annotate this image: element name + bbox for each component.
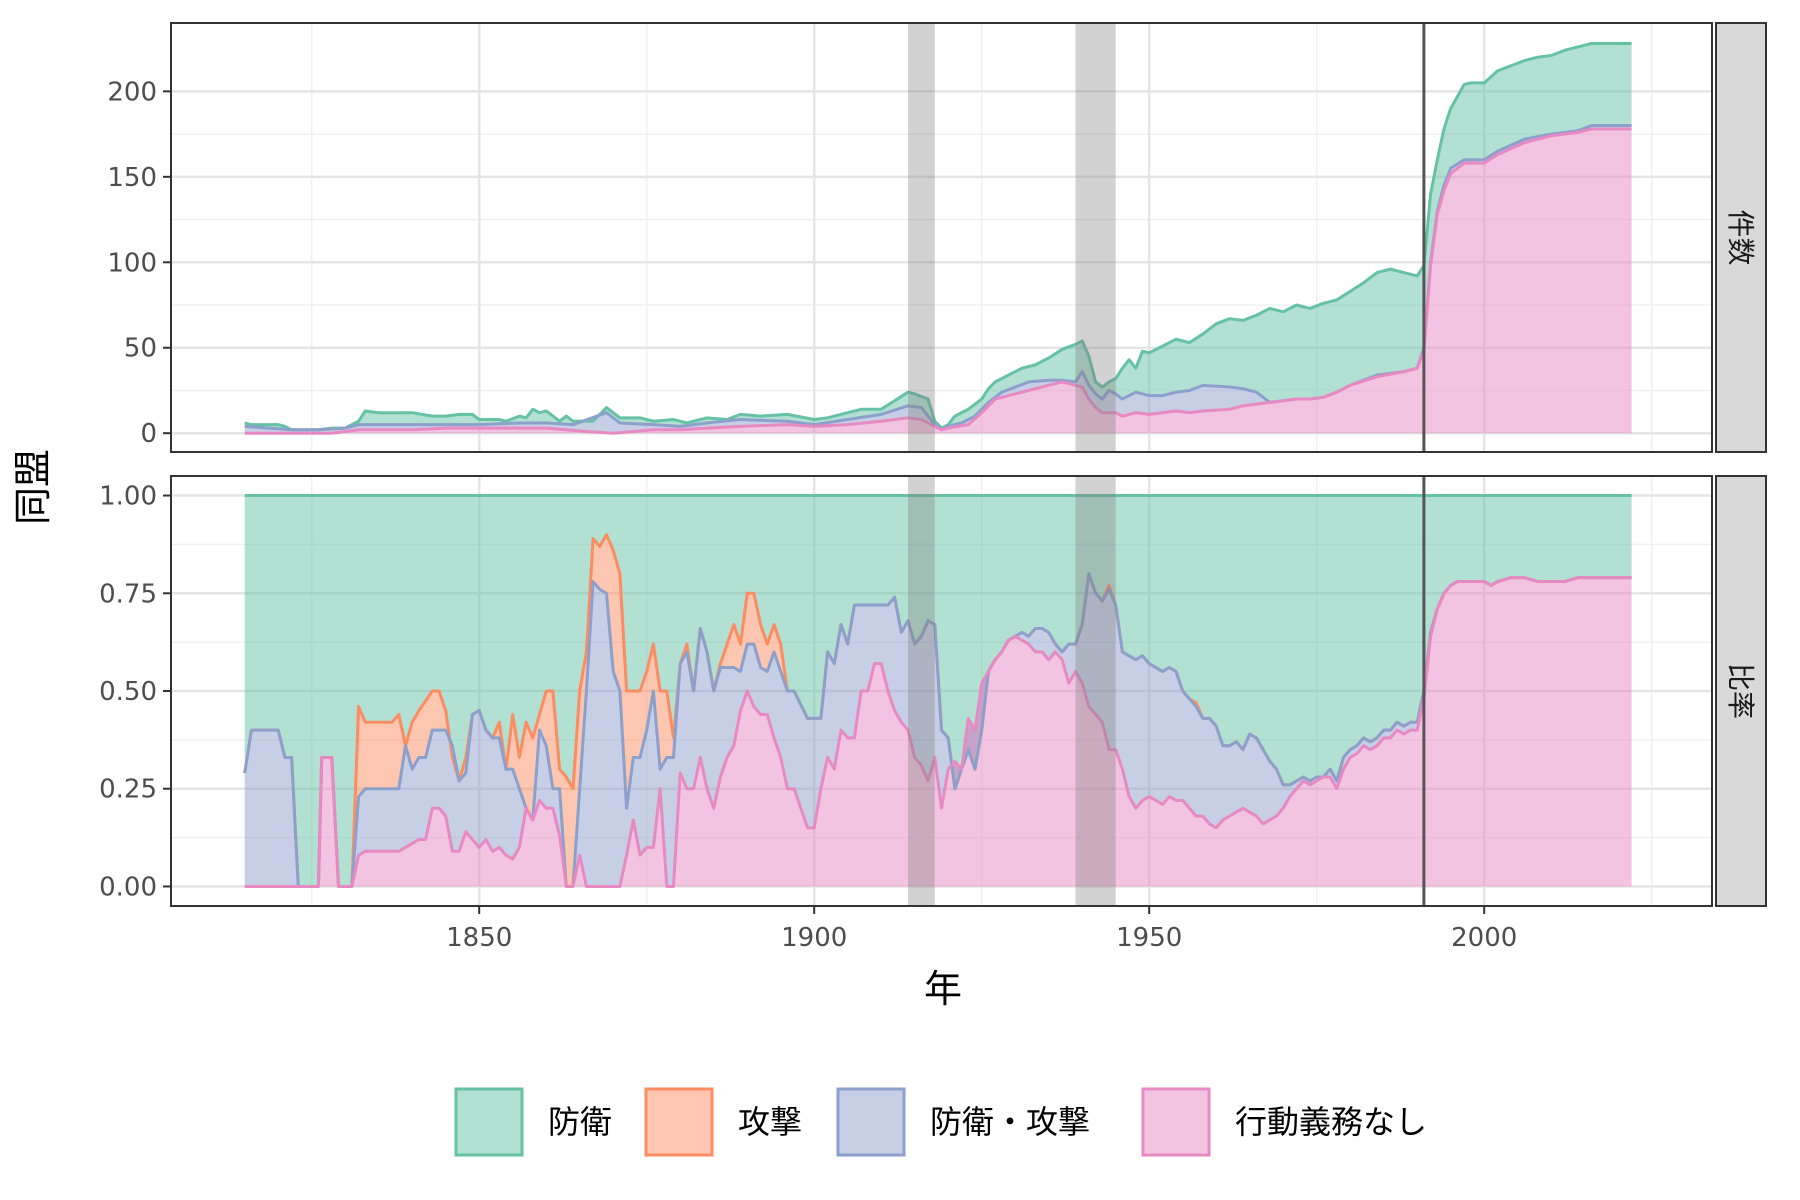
x-tick-label: 1850 (446, 923, 512, 953)
legend-key-2 (644, 1087, 714, 1157)
x-tick-label: 1900 (781, 923, 847, 953)
defense-offense-line (243, 572, 1632, 888)
no-obligation-area (244, 128, 1632, 434)
y-tick-label: 0.75 (99, 579, 157, 609)
y-tick-label: 1.00 (99, 482, 157, 512)
defense-area (244, 495, 1632, 887)
y-tick-label: 100 (107, 248, 157, 278)
legend-label-2: 攻撃 (738, 1103, 802, 1141)
legend-label-1: 防衛 (548, 1103, 612, 1141)
no-obligation-area (244, 577, 1632, 887)
facet-strip-label: 件数 (1724, 209, 1757, 265)
facet-strip-label: 比率 (1724, 663, 1757, 719)
y-tick-label: 50 (124, 334, 157, 364)
y-tick-label: 0 (140, 419, 157, 449)
legend-key-4 (1141, 1087, 1211, 1157)
legend-key-1 (454, 1087, 524, 1157)
panel-layer: 0 50 100 150 200 件数 0.00 0.25 0.50 0.75 1.00 比率 1850… (99, 22, 1767, 953)
panel-2: 0.00 0.25 0.50 0.75 1.00 比率 1850 1900 1950 2000 (99, 475, 1767, 953)
legend-label-4: 行動義務なし (1235, 1103, 1427, 1141)
x-axis-title: 年 (924, 967, 962, 1011)
legend-label-3: 防衛・攻撃 (930, 1103, 1090, 1141)
war-period-band-2 (1075, 476, 1116, 906)
legend-key-3 (836, 1087, 906, 1157)
y-tick-label: 0.25 (99, 775, 157, 805)
war-period-band-2 (1075, 23, 1116, 452)
y-tick-label: 200 (107, 77, 157, 107)
panel-1: 0 50 100 150 200 件数 (107, 22, 1767, 453)
y-tick-label: 150 (107, 163, 157, 193)
war-period-band-1 (908, 23, 935, 452)
y-axis-title: 同盟 (11, 449, 55, 525)
x-tick-label: 1950 (1116, 923, 1182, 953)
war-period-band-1 (908, 476, 935, 906)
x-tick-label: 2000 (1451, 923, 1517, 953)
legend: 防衛 攻撃 防衛・攻撃 行動義務なし (454, 1087, 1427, 1157)
facet-strip (1715, 22, 1767, 453)
panel-border (170, 22, 1713, 453)
defense-offense-area (244, 573, 1632, 887)
y-tick-label: 0.50 (99, 677, 157, 707)
defense-area (244, 43, 1632, 430)
no-obligation-line (244, 576, 1632, 888)
defense-line (244, 42, 1632, 432)
y-tick-label: 0.00 (99, 872, 157, 902)
facet-strip (1715, 475, 1767, 907)
